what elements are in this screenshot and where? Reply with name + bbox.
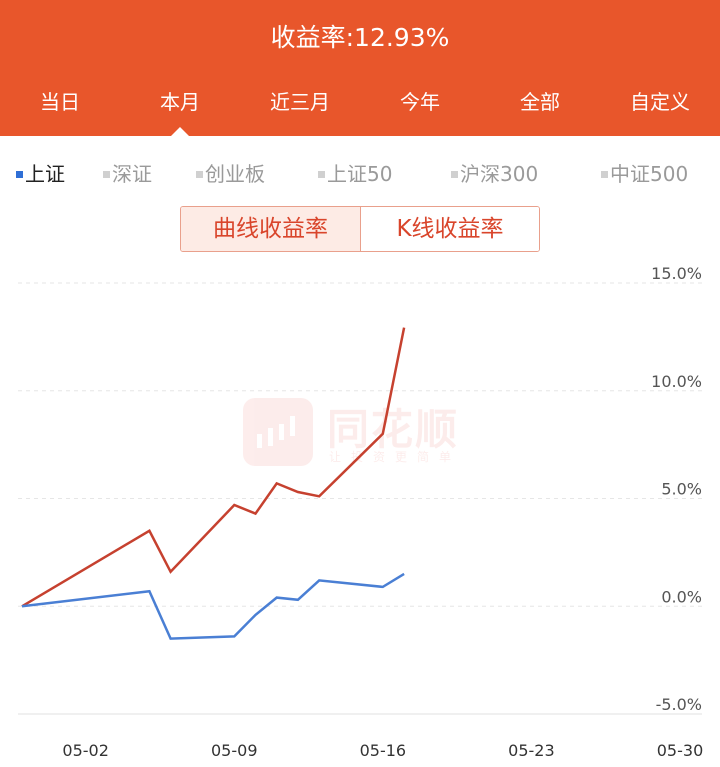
- tab-custom[interactable]: 自定义: [600, 86, 720, 136]
- legend-swatch-icon: [16, 171, 23, 178]
- tab-today[interactable]: 当日: [0, 86, 120, 136]
- index-label: 中证500: [610, 162, 689, 186]
- tab-label: 本月: [160, 90, 200, 114]
- benchmark-return-line: [21, 572, 405, 640]
- y-tick-label: 10.0%: [651, 372, 702, 391]
- candlestick-logo-icon: [243, 398, 313, 466]
- tab-label: 今年: [400, 90, 440, 114]
- x-tick-label: 05-09: [211, 741, 258, 760]
- tab-label: 近三月: [270, 90, 330, 114]
- curve-return-button[interactable]: 曲线收益率: [181, 207, 361, 251]
- index-shenzhen[interactable]: 深证: [103, 158, 152, 190]
- y-tick-label: -5.0%: [656, 695, 702, 714]
- x-tick-label: 05-30: [657, 741, 704, 760]
- x-tick-label: 05-02: [62, 741, 109, 760]
- tab-this-month[interactable]: 本月: [120, 86, 240, 136]
- legend-swatch-icon: [318, 171, 325, 178]
- index-label: 创业板: [205, 162, 265, 186]
- index-csi300[interactable]: 沪深300: [451, 158, 538, 190]
- legend-swatch-icon: [103, 171, 110, 178]
- tab-label: 自定义: [630, 90, 690, 114]
- index-label: 深证: [112, 162, 152, 186]
- y-tick-label: 5.0%: [661, 480, 702, 499]
- tab-label: 全部: [520, 90, 560, 114]
- index-label: 上证: [25, 162, 65, 186]
- header-bar: 收益率:12.93% 当日 本月 近三月 今年 全部 自定义: [0, 0, 720, 136]
- watermark-slogan: 让投资更简单: [329, 450, 462, 464]
- x-tick-label: 05-16: [360, 741, 407, 760]
- portfolio-return-line: [21, 327, 406, 608]
- legend-swatch-icon: [451, 171, 458, 178]
- index-chinext[interactable]: 创业板: [196, 158, 265, 190]
- watermark-brand: 同花顺: [327, 405, 460, 454]
- legend-swatch-icon: [196, 171, 203, 178]
- legend-swatch-icon: [601, 171, 608, 178]
- watermark: 同花顺 让投资更简单: [243, 396, 483, 468]
- x-tick-label: 05-23: [508, 741, 555, 760]
- y-tick-label: 0.0%: [661, 587, 702, 606]
- tab-three-months[interactable]: 近三月: [240, 86, 360, 136]
- active-tab-caret-icon: [171, 127, 189, 136]
- period-tabs: 当日 本月 近三月 今年 全部 自定义: [0, 86, 720, 136]
- index-label: 上证50: [327, 162, 393, 186]
- tab-this-year[interactable]: 今年: [360, 86, 480, 136]
- index-label: 沪深300: [460, 162, 539, 186]
- tab-label: 当日: [40, 90, 80, 114]
- tab-all[interactable]: 全部: [480, 86, 600, 136]
- index-sse50[interactable]: 上证50: [318, 158, 392, 190]
- index-csi500[interactable]: 中证500: [601, 158, 688, 190]
- kline-return-button[interactable]: K线收益率: [361, 207, 539, 251]
- benchmark-index-selector: 上证 深证 创业板 上证50 沪深300 中证500: [0, 158, 720, 190]
- return-type-toggle: 曲线收益率 K线收益率: [180, 206, 540, 252]
- return-line-chart: 15.0% 10.0% 5.0% 0.0% -5.0% 05-02 05-09 05-16 05…: [18, 264, 704, 760]
- return-rate-title: 收益率:12.93%: [270, 23, 450, 52]
- index-shanghai[interactable]: 上证: [16, 158, 65, 190]
- y-tick-label: 15.0%: [651, 264, 702, 283]
